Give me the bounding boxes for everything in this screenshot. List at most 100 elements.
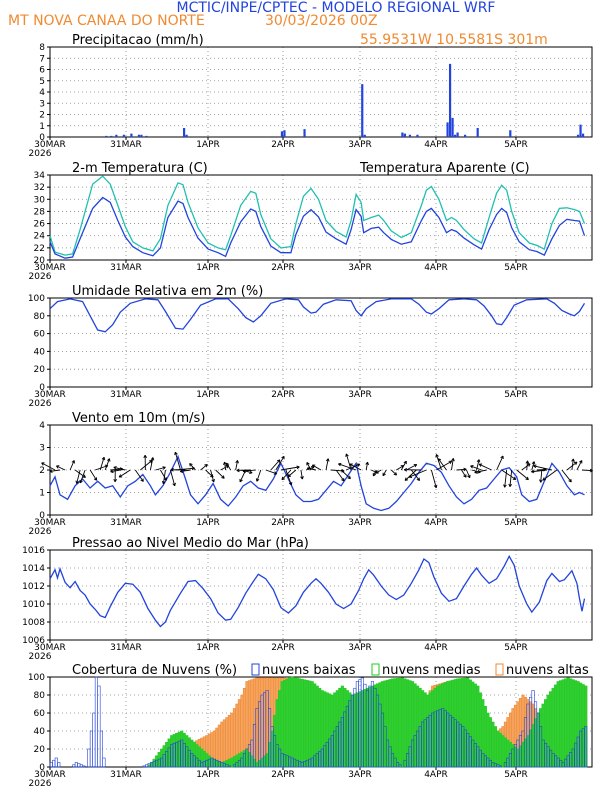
- cloud-mid-bar: [539, 708, 543, 768]
- cloud-mid-bar: [368, 686, 372, 768]
- wind-arrow: [430, 469, 437, 488]
- wind-arrow-head: [341, 477, 345, 482]
- wind-arrow-head: [571, 458, 575, 462]
- wind-arrow: [400, 460, 407, 471]
- x-tick-label: 3APR: [348, 643, 372, 653]
- wind-arrow: [110, 469, 121, 473]
- wind-arrow-head: [170, 467, 174, 472]
- y-tick-label: 5: [39, 77, 45, 87]
- cloud-mid-bar: [581, 684, 585, 768]
- wind-arrow: [349, 463, 362, 471]
- cloud-mid-bar: [240, 751, 244, 768]
- cloud-mid-bar: [411, 681, 415, 768]
- cloud-mid-bar: [576, 681, 580, 768]
- cloud-low-bar: [97, 685, 101, 768]
- cloud-mid-bar: [408, 680, 412, 768]
- cloud-mid-bar: [262, 755, 267, 768]
- cloud-mid-bar: [541, 703, 545, 768]
- cloud-mid-bar: [526, 735, 530, 768]
- wind-line: [49, 454, 585, 512]
- wind-arrow: [571, 458, 574, 471]
- wind-arrow: [287, 469, 297, 478]
- cloud-mid-bar: [478, 692, 482, 768]
- wind-arrow-head: [416, 477, 420, 481]
- cloud-low-bar: [87, 748, 91, 768]
- cloud-mid-bar: [318, 687, 322, 768]
- wind-arrow-head: [533, 464, 537, 469]
- wind-arrow: [435, 454, 442, 471]
- wind-arrow-head: [573, 461, 578, 465]
- cloud-low-bar: [74, 762, 78, 768]
- wind-arrow-head: [225, 462, 230, 467]
- precip-bar: [448, 63, 452, 137]
- wind-arrow-head: [349, 463, 353, 467]
- cloud-low-bar: [142, 765, 146, 768]
- cloud-mid-bar: [325, 692, 329, 768]
- legend-swatch: [251, 663, 260, 676]
- cloud-mid-bar: [298, 678, 302, 768]
- y-tick-label: 100: [28, 673, 45, 683]
- precip-bar: [403, 133, 407, 137]
- cloud-low-bar: [52, 759, 56, 768]
- wind-arrow-head: [296, 465, 300, 470]
- precip-bar: [137, 134, 141, 137]
- wind-arrow: [226, 462, 232, 471]
- wind-arrow: [382, 469, 387, 477]
- year-label: 2026: [29, 779, 52, 789]
- precip-bar: [408, 134, 412, 137]
- wind-arrow: [180, 469, 191, 473]
- precip-bar: [145, 135, 148, 137]
- cloud-mid-bar: [518, 745, 523, 768]
- cloud-mid-bar: [187, 737, 191, 768]
- panel-title: 2-m Temperatura (C): [72, 161, 208, 176]
- wind-arrow-head: [306, 466, 311, 471]
- cloud-mid-bar: [423, 692, 427, 768]
- cloud-mid-bar: [338, 687, 342, 768]
- precip-bar: [115, 134, 118, 137]
- wind-arrow: [235, 460, 239, 471]
- cloud-low-bar: [57, 762, 61, 768]
- wind-arrow-head: [476, 459, 481, 463]
- cloud-mid-bar: [569, 678, 573, 768]
- cloud-mid-bar: [182, 732, 186, 768]
- precip-bar: [105, 135, 108, 137]
- x-tick-label: 3APR: [348, 390, 372, 400]
- x-tick-label: 5APR: [504, 643, 528, 653]
- wind-arrow: [210, 469, 215, 483]
- wind-arrow-head: [531, 469, 535, 474]
- wind-arrow-head: [189, 463, 193, 467]
- cloud-mid-bar: [358, 691, 362, 768]
- panel-5: 1006 1008 1010 1012 1014 1016 30MAR 31MAR 1APR 2A…: [22, 536, 593, 662]
- cloud-mid-bar: [215, 759, 219, 768]
- wind-arrow: [200, 464, 208, 471]
- cloud-high-bar: [262, 677, 267, 768]
- y-tick-label: 24: [34, 232, 46, 242]
- y-tick-label: 3: [39, 444, 45, 454]
- legend-swatch: [371, 663, 380, 676]
- wind-arrow-head: [276, 459, 281, 463]
- cloud-mid-bar: [521, 741, 525, 768]
- precip-bar: [476, 128, 479, 137]
- wind-arrow-head: [408, 474, 413, 478]
- temp-line: [49, 196, 586, 259]
- wind-arrow: [41, 462, 56, 471]
- wind-arrow-head: [372, 472, 377, 477]
- wind-arrow: [270, 459, 281, 471]
- x-tick-label: 5APR: [504, 770, 528, 780]
- wind-arrow: [89, 469, 98, 481]
- wind-arrow-head: [474, 470, 478, 474]
- cloud-mid-bar: [207, 755, 211, 768]
- cloud-mid-bar: [273, 714, 277, 768]
- cloud-low-bar: [584, 726, 588, 768]
- x-tick-label: 3APR: [348, 140, 372, 150]
- cloud-mid-bar: [413, 683, 417, 768]
- wind-arrow-head: [106, 458, 111, 462]
- wind-arrow: [281, 469, 292, 481]
- cloud-mid-bar: [395, 678, 400, 768]
- wind-arrow: [265, 469, 277, 475]
- cloud-mid-bar: [436, 685, 440, 768]
- cloud-mid-bar: [554, 684, 558, 768]
- x-tick-label: 2APR: [271, 140, 295, 150]
- cloud-mid-bar: [443, 682, 447, 768]
